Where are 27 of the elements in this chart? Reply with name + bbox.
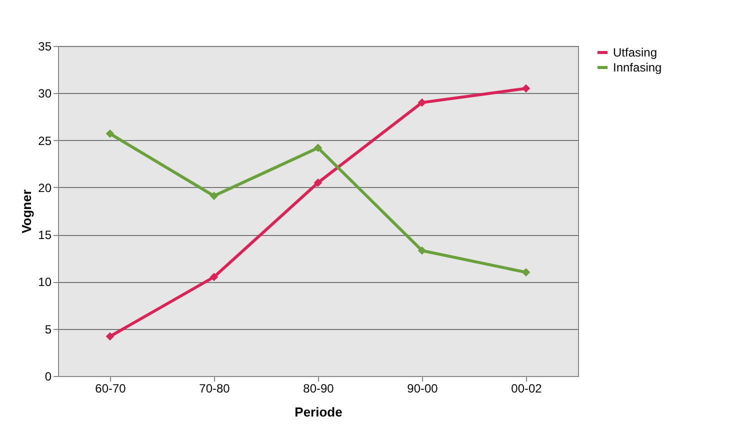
point — [418, 98, 426, 107]
y-tick-label: 5 — [44, 322, 52, 336]
point — [106, 130, 114, 138]
y-tick-label: 25 — [38, 134, 52, 148]
x-axis-title: Periode — [294, 404, 342, 420]
point — [210, 272, 218, 282]
point — [314, 178, 322, 187]
y-tick-label: 20 — [38, 180, 52, 195]
y-tick-label: 0 — [44, 370, 52, 384]
legend-label: Utfasing — [613, 46, 658, 60]
y-tick-label: 30 — [38, 86, 52, 101]
y-tick-label: 10 — [38, 275, 52, 290]
point — [210, 192, 218, 200]
point — [522, 84, 530, 93]
x-tick-label: 60-70 — [95, 382, 126, 396]
y-tick-label: 35 — [38, 40, 52, 54]
y-axis-title: Vogner — [19, 190, 34, 234]
x-tick-label: 00-02 — [511, 382, 542, 396]
x-tick-label: 80-90 — [303, 382, 334, 396]
x-tick-label: 70-80 — [199, 382, 230, 396]
y-tick-label: 15 — [38, 228, 52, 242]
legend-label: Innfasing — [613, 60, 662, 74]
x-tick-label: 90-00 — [407, 382, 438, 396]
point — [418, 246, 426, 255]
point — [522, 268, 530, 276]
point — [106, 332, 114, 341]
point — [314, 144, 322, 152]
